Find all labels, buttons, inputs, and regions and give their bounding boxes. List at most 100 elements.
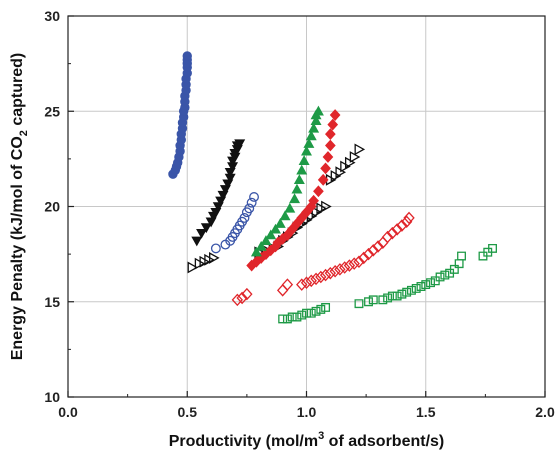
x-tick-label: 0.0: [58, 404, 78, 420]
series-5-point: [313, 185, 324, 198]
series-7-point: [284, 202, 296, 213]
series-6-point: [381, 230, 394, 244]
x-tick-label: 0.5: [178, 404, 198, 420]
series-8-point: [368, 295, 378, 305]
series-7-point: [291, 183, 303, 194]
series-5-point: [308, 194, 319, 207]
series-6-point: [324, 266, 337, 280]
series-8-point: [392, 291, 402, 301]
series-5-point: [325, 128, 336, 141]
series-6-point: [348, 257, 360, 270]
series-1-point: [182, 51, 192, 61]
series-8-point: [411, 283, 421, 293]
series-4-point: [354, 143, 366, 156]
series-5-point: [322, 151, 334, 163]
y-tick-label: 30: [44, 8, 60, 24]
series-6-point: [343, 259, 356, 272]
y-tick-label: 15: [44, 294, 60, 310]
series-6-point: [281, 278, 294, 291]
series-7-point: [308, 122, 320, 133]
series-6-point: [391, 223, 403, 236]
series-7-point: [274, 218, 286, 228]
series-6-point: [403, 211, 415, 225]
series-8-point: [292, 312, 302, 322]
series-8-point: [378, 295, 388, 305]
series-2: [210, 192, 259, 254]
series-6-point: [276, 284, 289, 297]
series-6-point: [329, 265, 341, 278]
series-4-point: [321, 200, 332, 213]
series-7-point: [303, 138, 315, 148]
series-6-point: [396, 219, 408, 232]
series-6: [231, 211, 415, 307]
series-8-point: [321, 303, 331, 312]
series-2-point: [246, 197, 257, 208]
series-3-point: [234, 139, 246, 150]
y-axis-label: Energy Penalty (kJ/mol of CO2 captured): [9, 53, 30, 361]
x-tick-label: 1.0: [297, 404, 317, 420]
series-8: [278, 243, 497, 324]
series-6-point: [310, 272, 322, 286]
series-8-point: [387, 291, 397, 301]
series-3-point: [196, 228, 208, 239]
series-7: [250, 105, 324, 257]
series-6-point: [358, 251, 370, 265]
series-6-point: [362, 247, 375, 261]
series-8-point: [402, 287, 412, 297]
axis-ticks: [67, 15, 546, 398]
series-6-point: [236, 291, 248, 305]
x-tick-label: 2.0: [535, 404, 555, 420]
series-8-point: [383, 293, 393, 303]
series-7-point: [293, 174, 305, 185]
x-axis-label: Productivity (mol/m3 of adsorbent/s): [169, 430, 445, 450]
series-8-point: [316, 304, 326, 314]
series-7-point: [298, 155, 310, 165]
series-6-point: [300, 276, 313, 289]
series-6-point: [296, 278, 308, 291]
series-5-point: [317, 173, 329, 186]
y-tick-label: 20: [44, 199, 60, 215]
series-6-point: [241, 287, 253, 301]
series-1: [168, 51, 192, 179]
series-6-point: [386, 226, 399, 240]
series-5: [246, 109, 341, 272]
series-6-point: [400, 215, 413, 229]
series-8-point: [278, 314, 288, 324]
series-7-point: [250, 246, 262, 257]
series-6-point: [231, 293, 244, 307]
series-7-point: [270, 223, 281, 234]
series-6-point: [334, 263, 346, 276]
series-5-point: [329, 109, 341, 121]
series-6-point: [315, 270, 327, 284]
series-4-point: [209, 252, 220, 264]
series-8-point: [282, 314, 292, 324]
series-3: [191, 139, 246, 247]
series-7-point: [260, 235, 272, 245]
series-2-point: [244, 203, 255, 214]
series-8-point: [457, 251, 466, 261]
series-7-point: [289, 193, 301, 204]
series-8-point: [311, 306, 321, 316]
series-2-point: [210, 243, 221, 254]
series-8-point: [287, 312, 297, 322]
series-8-point: [488, 243, 497, 253]
series-6-point: [367, 244, 379, 257]
series-7-point: [312, 105, 324, 116]
y-tick-label: 25: [44, 103, 60, 119]
series-6-point: [338, 261, 351, 274]
series-7-point: [279, 210, 291, 221]
series-7-point: [301, 145, 312, 156]
series-6-point: [372, 240, 384, 253]
series-2-point: [249, 192, 259, 202]
series-8-point: [406, 285, 416, 295]
series-2-point: [239, 212, 250, 223]
series-8-point: [297, 310, 307, 320]
series-7-point: [310, 115, 322, 125]
series-3-point: [191, 236, 203, 247]
series-5-point: [325, 139, 336, 152]
x-tick-label: 1.5: [416, 404, 436, 420]
series-7-point: [265, 229, 277, 240]
data-series: [168, 51, 497, 324]
x-tick-labels: 0.0 0.5 1.0 1.5 2.0: [58, 404, 555, 420]
